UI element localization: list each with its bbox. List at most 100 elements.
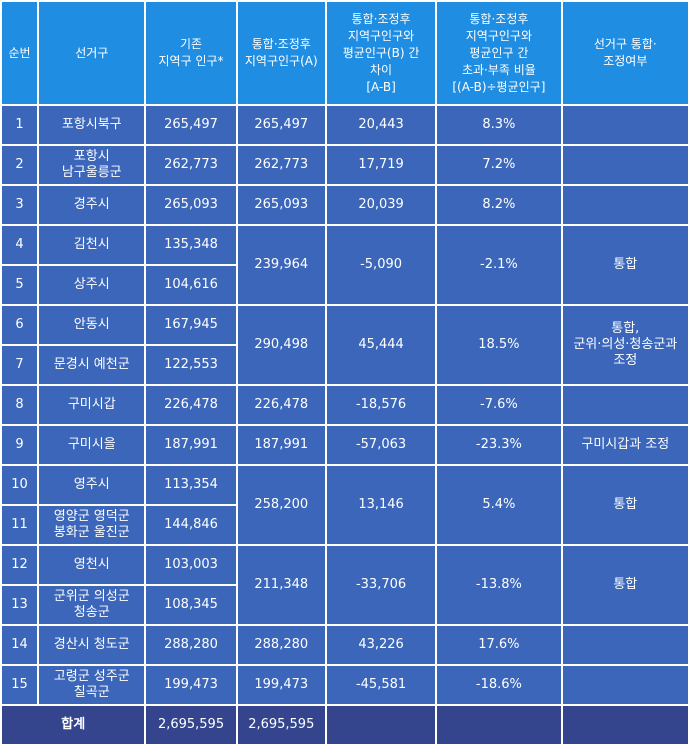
row-no: 1 [2, 106, 38, 144]
row-no: 8 [2, 386, 38, 424]
row-ratio: 17.6% [437, 626, 561, 664]
group-merge-status: 통합, 군위·의성·청송군과 조정 [562, 306, 688, 384]
row-district: 포항시북구 [39, 106, 145, 144]
table-row: 6 안동시 167,945 290,498 45,444 18.5% 통합, 군… [2, 306, 688, 384]
row-existing-population: 104,616 [146, 266, 236, 304]
row-ratio: 8.2% [437, 186, 561, 224]
header-no: 순번 [2, 2, 38, 104]
header-existing-population: 기존 지역구 인구* [146, 2, 236, 104]
table-row: 1 포항시북구 265,497 265,497 20,443 8.3% [2, 106, 688, 144]
group-adjusted-population: 211,348 [237, 546, 325, 624]
row-adjusted-population: 288,280 [237, 626, 325, 664]
row-existing-population: 144,846 [146, 506, 236, 544]
row-adjusted-population: 265,497 [237, 106, 325, 144]
row-district: 포항시 남구울릉군 [39, 146, 145, 184]
row-merge-status [562, 666, 688, 704]
row-no: 4 [2, 226, 38, 264]
group-adjusted-population: 258,200 [237, 466, 325, 544]
row-district: 영양군 영덕군 봉화군 울진군 [39, 506, 145, 544]
table-row: 4 김천시 135,348 239,964 -5,090 -2.1% 통합 [2, 226, 688, 304]
group-difference: 45,444 [326, 306, 436, 384]
header-difference: 통합·조정후 지역구인구와 평균인구(B) 간 차이 [A-B] [326, 2, 436, 104]
row-adjusted-population: 199,473 [237, 666, 325, 704]
row-district: 군위군 의성군 청송군 [39, 586, 145, 624]
row-no: 5 [2, 266, 38, 304]
group-merge-status: 통합 [562, 546, 688, 624]
row-ratio: 8.3% [437, 106, 561, 144]
row-no: 12 [2, 546, 38, 584]
header-ratio: 통합·조정후 지역구인구와 평균인구 간 초과·부족 비율 [(A-B)÷평균인… [437, 2, 561, 104]
row-difference: 17,719 [326, 146, 436, 184]
row-district: 구미시갑 [39, 386, 145, 424]
header-district: 선거구 [39, 2, 145, 104]
row-district: 영주시 [39, 466, 145, 504]
row-adjusted-population: 187,991 [237, 426, 325, 464]
row-no: 6 [2, 306, 38, 344]
total-difference [326, 706, 436, 744]
row-no: 11 [2, 506, 38, 544]
row-merge-status [562, 146, 688, 184]
row-existing-population: 262,773 [146, 146, 236, 184]
row-existing-population: 265,497 [146, 106, 236, 144]
row-difference: -18,576 [326, 386, 436, 424]
row-district: 경주시 [39, 186, 145, 224]
table-row: 8 구미시갑 226,478 226,478 -18,576 -7.6% [2, 386, 688, 424]
row-district: 영천시 [39, 546, 145, 584]
row-existing-population: 226,478 [146, 386, 236, 424]
group-difference: -5,090 [326, 226, 436, 304]
group-ratio: -13.8% [437, 546, 561, 624]
row-existing-population: 135,348 [146, 226, 236, 264]
row-merge-status [562, 626, 688, 664]
row-adjusted-population: 226,478 [237, 386, 325, 424]
row-existing-population: 167,945 [146, 306, 236, 344]
row-existing-population: 199,473 [146, 666, 236, 704]
row-district: 김천시 [39, 226, 145, 264]
table-row: 14 경산시 청도군 288,280 288,280 43,226 17.6% [2, 626, 688, 664]
row-ratio: -23.3% [437, 426, 561, 464]
row-adjusted-population: 262,773 [237, 146, 325, 184]
row-existing-population: 265,093 [146, 186, 236, 224]
table-row: 3 경주시 265,093 265,093 20,039 8.2% [2, 186, 688, 224]
row-district: 경산시 청도군 [39, 626, 145, 664]
total-existing-population: 2,695,595 [146, 706, 236, 744]
row-difference: 20,039 [326, 186, 436, 224]
total-adjusted-population: 2,695,595 [237, 706, 325, 744]
row-difference: -45,581 [326, 666, 436, 704]
row-district: 상주시 [39, 266, 145, 304]
header-merge-status: 선거구 통합· 조정여부 [562, 2, 688, 104]
group-ratio: -2.1% [437, 226, 561, 304]
total-row: 합계 2,695,595 2,695,595 [2, 706, 688, 744]
row-district: 고령군 성주군 칠곡군 [39, 666, 145, 704]
table-row: 13 군위군 의성군 청송군 108,345 [2, 586, 688, 624]
group-merge-status: 통합 [562, 226, 688, 304]
table-row: 2 포항시 남구울릉군 262,773 262,773 17,719 7.2% [2, 146, 688, 184]
group-difference: 13,146 [326, 466, 436, 544]
row-ratio: 7.2% [437, 146, 561, 184]
row-existing-population: 122,553 [146, 346, 236, 384]
row-existing-population: 187,991 [146, 426, 236, 464]
row-no: 14 [2, 626, 38, 664]
row-existing-population: 108,345 [146, 586, 236, 624]
table-row: 15 고령군 성주군 칠곡군 199,473 199,473 -45,581 -… [2, 666, 688, 704]
row-no: 15 [2, 666, 38, 704]
row-no: 3 [2, 186, 38, 224]
row-ratio: -7.6% [437, 386, 561, 424]
row-existing-population: 103,003 [146, 546, 236, 584]
row-existing-population: 113,354 [146, 466, 236, 504]
row-difference: -57,063 [326, 426, 436, 464]
row-difference: 20,443 [326, 106, 436, 144]
row-existing-population: 288,280 [146, 626, 236, 664]
group-adjusted-population: 239,964 [237, 226, 325, 304]
table-row: 5 상주시 104,616 [2, 266, 688, 304]
row-adjusted-population: 265,093 [237, 186, 325, 224]
group-difference: -33,706 [326, 546, 436, 624]
row-merge-status [562, 106, 688, 144]
header-adjusted-population: 통합·조정후 지역구인구(A) [237, 2, 325, 104]
row-district: 문경시 예천군 [39, 346, 145, 384]
total-label: 합계 [2, 706, 145, 744]
row-difference: 43,226 [326, 626, 436, 664]
group-ratio: 5.4% [437, 466, 561, 544]
table-row: 7 문경시 예천군 122,553 [2, 346, 688, 384]
row-no: 10 [2, 466, 38, 504]
